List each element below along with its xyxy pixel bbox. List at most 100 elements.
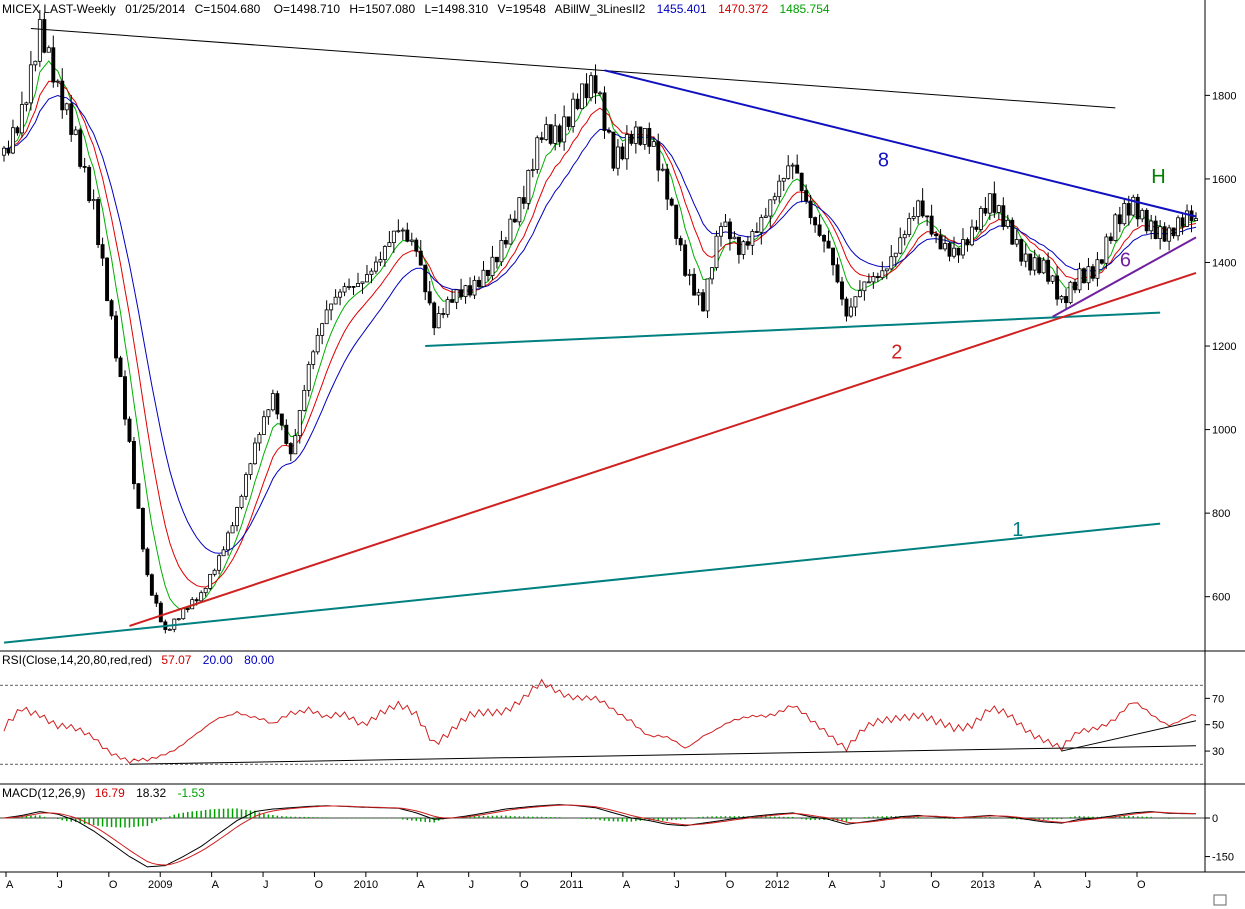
- candle-body: [24, 102, 29, 105]
- candle-body: [114, 315, 118, 359]
- candle-body: [154, 594, 159, 604]
- candle-body: [387, 242, 392, 247]
- candle-body: [705, 278, 710, 312]
- x-tick-label: O: [314, 879, 323, 891]
- candle-body: [266, 409, 271, 418]
- candle-body: [158, 602, 163, 623]
- candle-body: [638, 126, 643, 145]
- candle-body: [831, 247, 835, 266]
- x-tick-label: J: [880, 879, 886, 891]
- candle-body: [714, 235, 719, 269]
- candle-body: [817, 224, 822, 236]
- x-tick-label: J: [1086, 879, 1092, 891]
- candle-body: [929, 215, 934, 235]
- candle-body: [221, 549, 226, 557]
- candle-body: [1167, 227, 1172, 242]
- x-tick-label: O: [726, 879, 735, 891]
- candle-body: [938, 235, 943, 250]
- candle-body: [28, 64, 33, 104]
- candle-body: [1108, 236, 1113, 241]
- candle-body: [60, 80, 65, 111]
- candle-body: [275, 393, 280, 415]
- macd-header: MACD(12,26,9) 16.79 18.32 -1.53: [2, 786, 205, 800]
- candle-body: [1122, 203, 1127, 225]
- candle-body: [669, 198, 674, 206]
- candle-body: [396, 230, 401, 233]
- candle-body: [19, 104, 24, 134]
- candle-body: [1131, 196, 1136, 216]
- candle-body: [696, 292, 701, 296]
- trendline-2: [129, 271, 1197, 627]
- candle-body: [127, 418, 132, 442]
- candle-body: [943, 243, 948, 250]
- candle-body: [920, 200, 925, 217]
- candle-body: [539, 137, 544, 140]
- candle-body: [96, 199, 101, 245]
- candle-body: [1073, 281, 1077, 291]
- rsi-line: [3, 678, 1197, 764]
- candle-body: [624, 134, 629, 160]
- candle-body: [217, 555, 222, 571]
- candle-body: [512, 218, 517, 223]
- price-tick-label: 600: [1212, 592, 1230, 604]
- candle-body: [297, 410, 302, 437]
- x-tick-label: J: [57, 879, 63, 891]
- candle-body: [320, 323, 325, 336]
- candle-body: [459, 289, 464, 297]
- candle-body: [1077, 268, 1082, 291]
- candle-body: [64, 103, 69, 111]
- candle-body: [647, 128, 652, 147]
- candle-body: [965, 239, 970, 246]
- candle-body: [736, 236, 741, 255]
- x-tick-label: A: [623, 879, 631, 891]
- candle-body: [369, 270, 374, 275]
- header-line1: 1455.401: [657, 2, 707, 16]
- candle-body: [629, 134, 634, 144]
- candle-body: [244, 474, 248, 497]
- annotation-8: 8: [878, 149, 889, 171]
- candle-body: [844, 298, 849, 317]
- candle-body: [324, 309, 329, 325]
- candle-body: [719, 226, 723, 237]
- x-tick-label: A: [417, 879, 425, 891]
- x-tick-label: A: [1034, 879, 1042, 891]
- macd-hist: -1.53: [177, 786, 205, 800]
- candle-body: [423, 264, 428, 293]
- candle-body: [840, 281, 844, 300]
- candle-body: [73, 129, 78, 135]
- candle-body: [1095, 259, 1100, 279]
- corner-button[interactable]: [1213, 894, 1227, 906]
- candle-body: [772, 196, 777, 201]
- candle-body: [1158, 226, 1163, 239]
- candle-body: [808, 200, 813, 218]
- header-open: O=1498.710: [274, 2, 341, 16]
- candle-body: [409, 239, 414, 242]
- candle-body: [580, 83, 585, 110]
- candle-body: [445, 299, 450, 315]
- candle-body: [378, 259, 383, 263]
- candle-body: [1140, 209, 1145, 220]
- trendline-8: [604, 69, 1197, 218]
- candle-body: [145, 548, 150, 576]
- candle-body: [131, 441, 136, 485]
- candle-body: [602, 92, 607, 131]
- candle-body: [405, 229, 410, 242]
- candle-body: [347, 286, 352, 288]
- candle-body: [1086, 266, 1091, 284]
- candle-body: [790, 164, 795, 167]
- rsi-value: 57.07: [161, 653, 191, 667]
- header-date: 01/25/2014: [125, 2, 185, 16]
- candle-body: [683, 244, 688, 276]
- candle-body: [1041, 259, 1046, 274]
- candle-body: [1023, 253, 1028, 262]
- candle-body: [911, 216, 916, 219]
- rsi-low-level: 20.00: [203, 653, 233, 667]
- x-tick-label: J: [469, 879, 475, 891]
- candle-body: [391, 230, 396, 243]
- header-volume: V=19548: [498, 2, 547, 16]
- candle-body: [78, 129, 83, 167]
- candle-body: [1019, 239, 1024, 262]
- axes: 600 800 1000 1200 1400 1600 1800 30 50 70 -150 0 A J O…: [5, 90, 1236, 891]
- candle-body: [333, 296, 338, 305]
